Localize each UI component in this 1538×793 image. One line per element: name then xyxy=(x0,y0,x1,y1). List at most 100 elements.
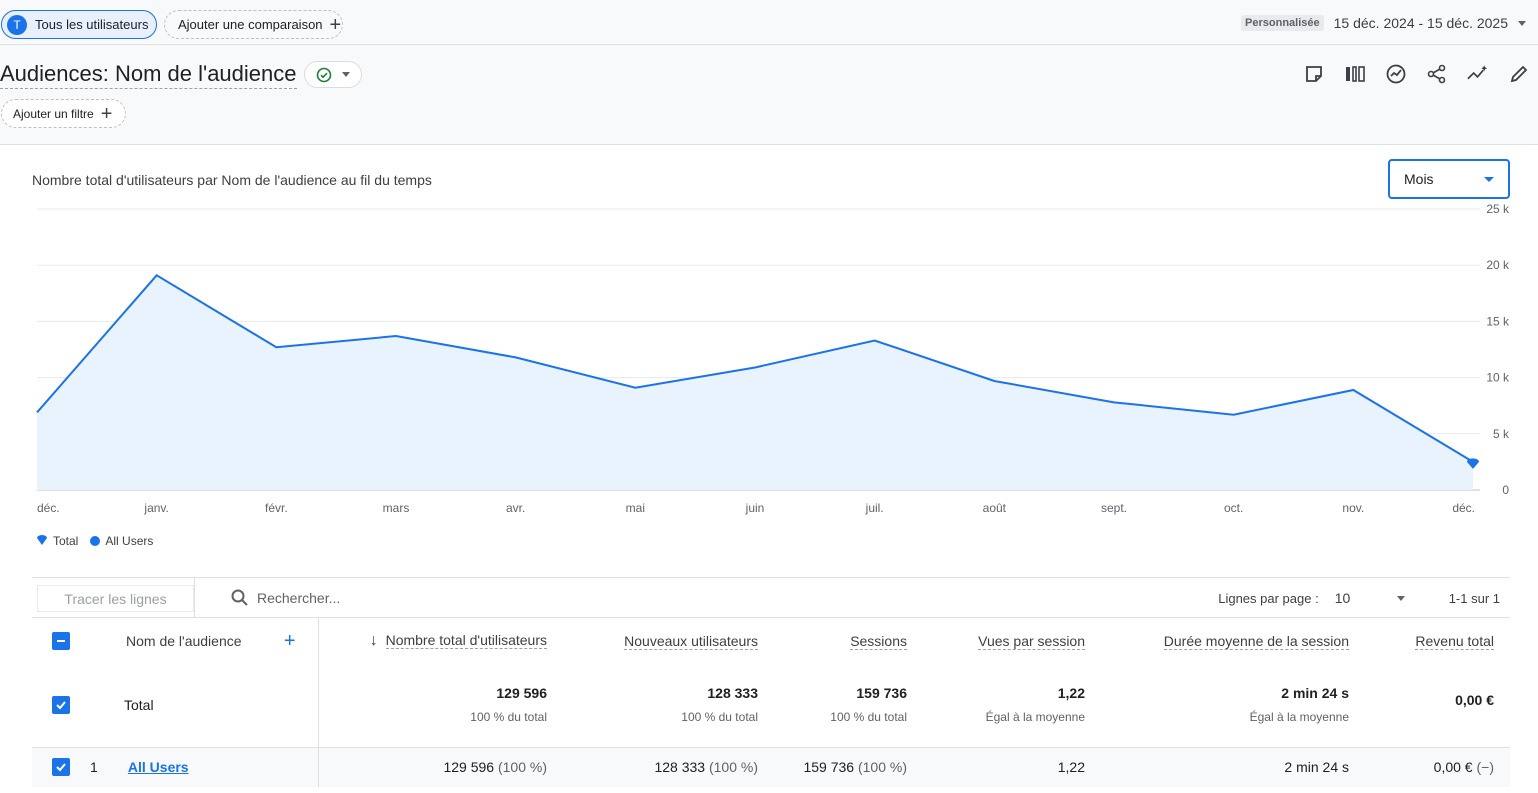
x-tick-label: janv. xyxy=(143,501,168,515)
row-cell: 128 333 (100 %) xyxy=(563,747,774,787)
x-tick-label: juin xyxy=(745,501,765,515)
report-status-dropdown[interactable] xyxy=(303,61,362,88)
page-title[interactable]: Audiences: Nom de l'audience xyxy=(0,60,297,89)
x-tick-label: nov. xyxy=(1342,501,1364,515)
pagination: Lignes par page : 10 1-1 sur 1 xyxy=(1218,590,1500,606)
legend-label: Total xyxy=(53,534,79,548)
row-cell: 2 min 24 s xyxy=(1101,747,1365,787)
total-cell: 128 333 100 % du total xyxy=(563,663,774,748)
series-dot-icon xyxy=(90,536,101,546)
x-tick-label: mai xyxy=(626,501,645,515)
y-tick-label: 15 k xyxy=(1486,314,1510,328)
report-toolbar xyxy=(1302,62,1530,85)
total-label: Total xyxy=(90,663,319,748)
row-index: 1 xyxy=(90,759,98,776)
line-chart: 0 5 k 10 k 15 k 20 k 25 k déc. janv. févr. mars av… xyxy=(36,202,1510,515)
page-title-row: Audiences: Nom de l'audience xyxy=(0,60,362,89)
rows-per-page-select[interactable]: 10 xyxy=(1335,590,1405,606)
add-filter-button[interactable]: Ajouter un filtre + xyxy=(1,99,126,128)
total-cell: 129 596 100 % du total xyxy=(318,663,563,748)
compare-columns-icon[interactable] xyxy=(1343,62,1366,85)
share-icon[interactable] xyxy=(1425,62,1448,85)
select-all-cell xyxy=(32,618,90,663)
col-header-total-users[interactable]: ↓ Nombre total d'utilisateurs xyxy=(369,631,547,649)
report-card: Nombre total d'utilisateurs par Nom de l… xyxy=(0,144,1538,793)
row-checkbox[interactable] xyxy=(52,758,70,777)
edit-pencil-icon[interactable] xyxy=(1507,62,1530,85)
total-cell: 0,00 € xyxy=(1365,663,1510,748)
col-header-avg-session-duration[interactable]: Durée moyenne de la session xyxy=(1163,632,1349,650)
table-header-row: Nom de l'audience + ↓ Nombre total d'uti… xyxy=(32,618,1510,663)
segment-chip-all-users[interactable]: T Tous les utilisateurs xyxy=(1,10,157,39)
chevron-down-icon xyxy=(1518,20,1526,26)
insights-icon[interactable] xyxy=(1384,62,1407,85)
add-filter-label: Ajouter un filtre xyxy=(13,106,94,121)
row-cell: 0,00 € (−) xyxy=(1365,747,1510,787)
dimension-header-cell: Nom de l'audience + xyxy=(90,618,319,663)
chart-title: Nombre total d'utilisateurs par Nom de l… xyxy=(32,172,432,188)
check-circle-icon xyxy=(316,67,331,82)
x-tick-label: déc. xyxy=(1452,501,1475,515)
search-input[interactable]: Rechercher... xyxy=(257,590,341,606)
date-range-picker[interactable]: Personnalisée 15 déc. 2024 - 15 déc. 202… xyxy=(1241,15,1526,31)
add-dimension-icon[interactable]: + xyxy=(283,629,296,652)
top-bar: T Tous les utilisateurs Ajouter une comp… xyxy=(0,0,1538,45)
series-area xyxy=(37,275,1473,490)
row-cell: 1,22 xyxy=(923,747,1101,787)
total-cell: 2 min 24 s Égal à la moyenne xyxy=(1101,663,1365,748)
period-select[interactable]: Mois xyxy=(1388,159,1510,199)
dimension-header[interactable]: Nom de l'audience xyxy=(126,632,242,649)
date-range-text: 15 déc. 2024 - 15 déc. 2025 xyxy=(1333,15,1508,31)
data-table: Nom de l'audience + ↓ Nombre total d'uti… xyxy=(32,618,1510,787)
segment-avatar: T xyxy=(7,14,27,35)
x-tick-label: août xyxy=(983,501,1007,515)
x-tick-label: avr. xyxy=(506,501,525,515)
total-cell: 159 736 100 % du total xyxy=(774,663,923,748)
y-tick-label: 5 k xyxy=(1493,427,1510,441)
row-dimension-cell: 1 All Users xyxy=(90,747,319,787)
row-cell: 129 596 (100 %) xyxy=(318,747,563,787)
x-tick-label: déc. xyxy=(37,501,60,515)
x-tick-label: sept. xyxy=(1101,501,1127,515)
period-select-value: Mois xyxy=(1404,171,1434,187)
add-comparison-button[interactable]: Ajouter une comparaison + xyxy=(164,10,343,39)
legend-item-all-users[interactable]: All Users xyxy=(90,534,153,548)
select-all-checkbox[interactable] xyxy=(52,631,70,650)
total-pin-marker xyxy=(1467,458,1479,469)
row-name-link[interactable]: All Users xyxy=(127,759,189,776)
note-icon[interactable] xyxy=(1302,62,1325,85)
y-tick-label: 25 k xyxy=(1486,202,1510,216)
total-cell: 1,22 Égal à la moyenne xyxy=(923,663,1101,748)
pin-marker-icon xyxy=(37,535,47,545)
y-tick-label: 0 xyxy=(1502,483,1509,497)
x-tick-label: mars xyxy=(383,501,410,515)
table-total-row: Total 129 596 100 % du total 128 333 100 %… xyxy=(32,663,1510,748)
total-checkbox[interactable] xyxy=(52,695,70,714)
chevron-down-icon xyxy=(341,72,350,77)
table-row: 1 All Users 129 596 (100 %) 128 333 (100… xyxy=(32,747,1510,787)
total-checkbox-cell xyxy=(32,663,90,748)
plot-rows-button[interactable]: Tracer les lignes xyxy=(37,585,194,612)
row-checkbox-cell xyxy=(32,747,90,787)
col-header-sessions[interactable]: Sessions xyxy=(850,632,907,650)
col-header-views-per-session[interactable]: Vues par session xyxy=(978,632,1085,650)
chevron-down-icon xyxy=(1396,595,1405,601)
x-tick-label: oct. xyxy=(1224,501,1243,515)
chevron-down-icon xyxy=(1484,176,1494,182)
col-header-new-users[interactable]: Nouveaux utilisateurs xyxy=(624,632,758,650)
col-header-total-revenue[interactable]: Revenu total xyxy=(1415,632,1494,650)
table-search[interactable]: Rechercher... xyxy=(194,578,594,618)
row-cell: 159 736 (100 %) xyxy=(774,747,923,787)
data-table-area: Tracer les lignes Rechercher... Lignes p… xyxy=(32,577,1510,787)
plus-icon: + xyxy=(100,102,113,125)
x-tick-label: juil. xyxy=(865,501,884,515)
rows-per-page-value: 10 xyxy=(1334,590,1351,606)
chart-legend: Total All Users xyxy=(36,534,153,548)
legend-item-total[interactable]: Total xyxy=(36,534,78,548)
trend-sparkle-icon[interactable] xyxy=(1466,62,1489,85)
sort-arrow-down-icon: ↓ xyxy=(369,631,378,649)
legend-label: All Users xyxy=(105,534,154,548)
rows-per-page-label: Lignes par page : xyxy=(1218,590,1319,606)
add-comparison-label: Ajouter une comparaison xyxy=(178,17,323,32)
date-preset-tag: Personnalisée xyxy=(1241,15,1324,31)
